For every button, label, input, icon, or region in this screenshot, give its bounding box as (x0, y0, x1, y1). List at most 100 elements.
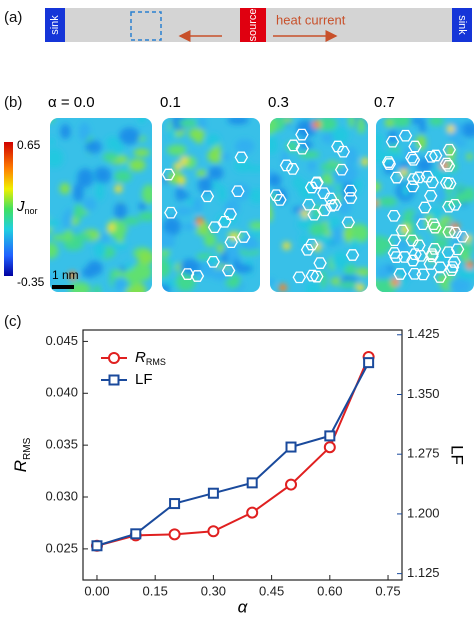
ring (331, 140, 345, 153)
blob (350, 223, 368, 243)
blob (239, 235, 260, 251)
ring (381, 156, 396, 168)
blob (85, 140, 102, 154)
blob (419, 121, 426, 134)
ring (439, 176, 454, 189)
blob (401, 224, 410, 233)
ring (443, 177, 457, 190)
colorbar-max: 0.65 (17, 138, 41, 152)
ring (270, 189, 284, 202)
blob (335, 200, 352, 215)
ring (405, 234, 420, 247)
blob (234, 138, 255, 154)
blob (332, 126, 349, 144)
blob (234, 159, 251, 173)
blob (357, 118, 366, 134)
blob (138, 202, 147, 211)
marker (324, 430, 336, 442)
blob (446, 124, 455, 133)
blob (115, 141, 124, 156)
blob (343, 264, 357, 275)
blob (282, 241, 291, 250)
blob (174, 206, 193, 216)
ring (300, 243, 315, 256)
blob (416, 134, 427, 150)
blob (162, 258, 171, 278)
ring (445, 261, 460, 273)
blob (162, 284, 171, 292)
blob (210, 267, 232, 281)
marker (246, 506, 259, 519)
blob (93, 167, 112, 184)
blob (388, 129, 398, 146)
blob (224, 199, 240, 216)
blob (206, 133, 220, 147)
ring (200, 190, 215, 203)
blob (238, 248, 260, 256)
blob (460, 122, 474, 138)
blob (331, 225, 344, 245)
marker (168, 528, 181, 541)
y-axis-label-sub: RMS (22, 437, 33, 460)
blob (312, 120, 321, 129)
blob (207, 149, 224, 163)
blob (456, 243, 474, 253)
blob (177, 192, 191, 200)
ring (418, 201, 432, 214)
marker (285, 441, 297, 453)
blob (63, 238, 84, 251)
blob (50, 218, 60, 228)
blob (227, 118, 250, 125)
blob (63, 229, 74, 242)
legend-marker (108, 374, 120, 386)
blob (449, 276, 471, 292)
blob (60, 124, 71, 140)
blob (377, 264, 390, 282)
ring (442, 143, 457, 156)
blob (340, 164, 358, 184)
blob (404, 147, 420, 161)
blob (407, 118, 427, 125)
chart: 0.00 0.15 0.30 0.45 0.60 0.75 0.025 0.030 0.035 0… (11, 326, 466, 616)
marker (285, 478, 298, 491)
marker (246, 477, 258, 489)
blob (270, 135, 279, 155)
ring (448, 198, 462, 211)
blob (137, 250, 152, 265)
colorbar (4, 142, 13, 276)
blob (456, 268, 474, 280)
blob (81, 266, 97, 278)
blob (300, 209, 309, 218)
blob (446, 143, 456, 162)
ring (217, 215, 232, 228)
map (162, 118, 260, 292)
ring (387, 209, 401, 222)
maps: α = 0.0 0.1 0.3 0.7 (48, 94, 474, 292)
ring (234, 151, 249, 164)
ring (304, 181, 319, 194)
blob (232, 259, 241, 270)
ring (313, 257, 327, 269)
ring (162, 168, 176, 181)
x-tick-label: 0.00 (84, 583, 109, 598)
alpha-label: 0.3 (268, 94, 289, 111)
blob (376, 145, 384, 164)
blob (181, 223, 200, 230)
x-tick-label: 0.15 (143, 583, 168, 598)
blob (432, 238, 449, 249)
blob (141, 184, 152, 204)
y2-tick-label: 1.125 (407, 565, 440, 580)
ring (411, 171, 426, 184)
panel-label: (a) (4, 9, 22, 26)
blob (270, 277, 275, 286)
map (270, 118, 368, 292)
blob (305, 282, 321, 292)
ring (236, 231, 251, 243)
ring (444, 264, 459, 277)
y2-tick-label: 1.275 (407, 446, 440, 461)
blob (355, 268, 368, 277)
ring (398, 129, 413, 142)
ring (387, 234, 402, 247)
blob (59, 183, 71, 195)
y2-tick-label: 1.425 (407, 326, 440, 341)
